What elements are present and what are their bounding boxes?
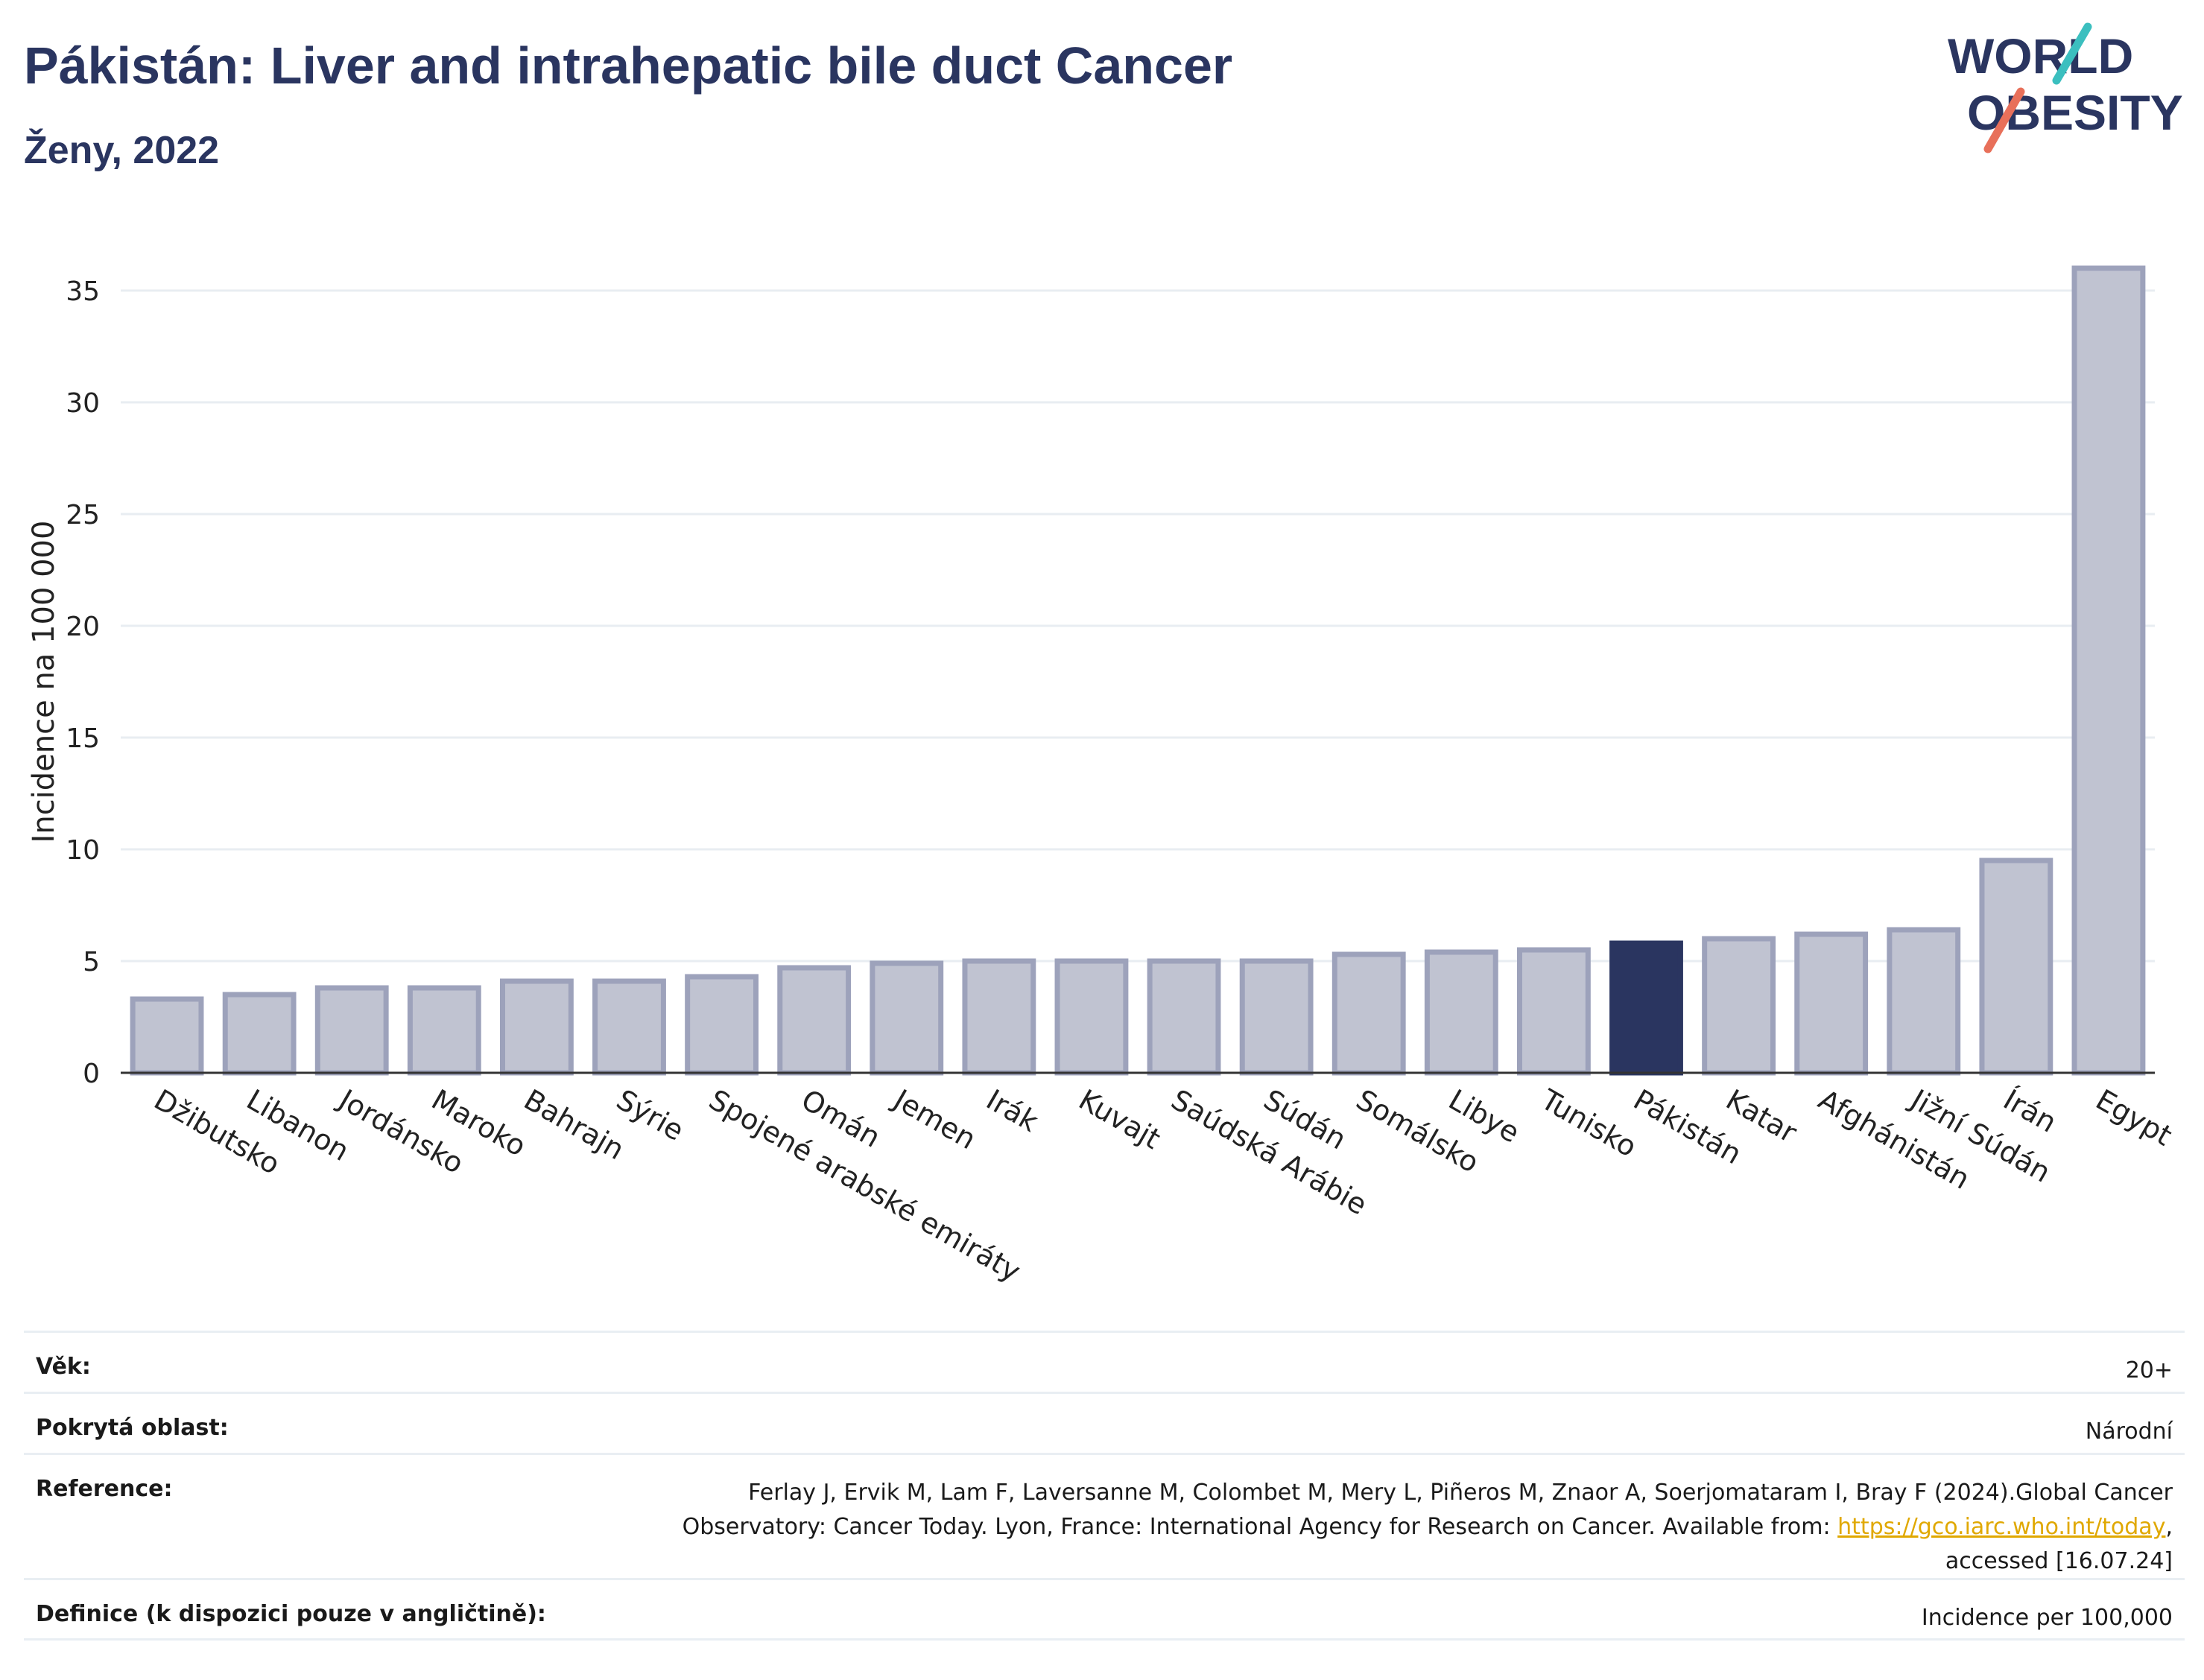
- bar: [222, 992, 297, 1076]
- y-axis-label: Incidence na 100 000: [27, 521, 61, 843]
- chart-subtitle: Ženy, 2022: [24, 129, 220, 172]
- bar: [1331, 951, 1406, 1076]
- bar: [1702, 936, 1776, 1076]
- age-value: 20+: [2125, 1357, 2173, 1383]
- chart-title: Pákistán: Liver and intrahepatic bile du…: [24, 37, 1233, 95]
- definition-label: Definice (k dispozici pouze v angličtině…: [36, 1601, 546, 1627]
- y-tick-label: 0: [83, 1059, 100, 1089]
- bar: [314, 985, 389, 1076]
- logo-slash-coral: [1983, 87, 2025, 153]
- age-label: Věk:: [36, 1354, 91, 1380]
- x-tick-label: Irák: [981, 1083, 1043, 1138]
- y-tick-label: 5: [83, 947, 100, 977]
- y-tick-label: 35: [66, 276, 100, 307]
- bar: [499, 978, 574, 1076]
- reference-link[interactable]: https://gco.iarc.who.int/today: [1837, 1514, 2166, 1540]
- x-tick-label: Tunisko: [1535, 1083, 1642, 1164]
- area-value: Národní: [2085, 1419, 2173, 1445]
- x-tick-label: Bahrajn: [519, 1083, 630, 1167]
- world-obesity-logo: WORLD OBESITY: [1948, 22, 2183, 153]
- x-tick-label: Írán: [1998, 1083, 2062, 1139]
- logo-slash-teal: [2052, 22, 2092, 85]
- bar: [592, 978, 666, 1076]
- info-row-reference: Reference: Ferlay J, Ervik M, Lam F, Lav…: [24, 1453, 2185, 1578]
- x-tick-label: Kuvajt: [1073, 1083, 1165, 1156]
- bar: [962, 958, 1036, 1076]
- bar: [1609, 940, 1683, 1076]
- bar: [407, 985, 481, 1076]
- bar: [2071, 265, 2146, 1076]
- reference-tail: , accessed [16.07.24]: [1945, 1514, 2173, 1574]
- bar: [1516, 947, 1591, 1076]
- info-table: Věk: 20+ Pokrytá oblast: Národní Referen…: [24, 1331, 2185, 1641]
- info-row-area: Pokrytá oblast: Národní: [24, 1392, 2185, 1453]
- bar: [685, 974, 759, 1076]
- bar: [1239, 958, 1314, 1076]
- bar: [130, 996, 204, 1076]
- bar: [1424, 949, 1498, 1076]
- reference-label: Reference:: [36, 1476, 173, 1502]
- x-tick-label: Egypt: [2090, 1083, 2177, 1153]
- y-tick-label: 10: [66, 835, 100, 866]
- logo-word-1: WORLD: [1948, 28, 2133, 83]
- reference-value: Ferlay J, Ervik M, Lam F, Laversanne M, …: [638, 1476, 2173, 1579]
- bar: [1887, 927, 1961, 1076]
- y-tick-label: 25: [66, 500, 100, 530]
- bar: [777, 965, 852, 1076]
- bar: [1794, 931, 1869, 1076]
- info-row-age: Věk: 20+: [24, 1331, 2185, 1392]
- y-tick-label: 20: [66, 612, 100, 642]
- bar: [1054, 958, 1129, 1076]
- logo-word-2: OBESITY: [1967, 85, 2183, 140]
- y-tick-label: 15: [66, 723, 100, 754]
- definition-value: Incidence per 100,000: [1921, 1605, 2173, 1631]
- y-tick-label: 30: [66, 388, 100, 419]
- info-row-definition: Definice (k dispozici pouze v angličtině…: [24, 1578, 2185, 1641]
- bar: [870, 960, 944, 1076]
- x-tick-label: Jemen: [887, 1083, 982, 1156]
- area-label: Pokrytá oblast:: [36, 1415, 229, 1441]
- bar: [1979, 858, 2053, 1076]
- reference-text: Ferlay J, Ervik M, Lam F, Laversanne M, …: [682, 1480, 2173, 1540]
- bar: [1147, 958, 1221, 1076]
